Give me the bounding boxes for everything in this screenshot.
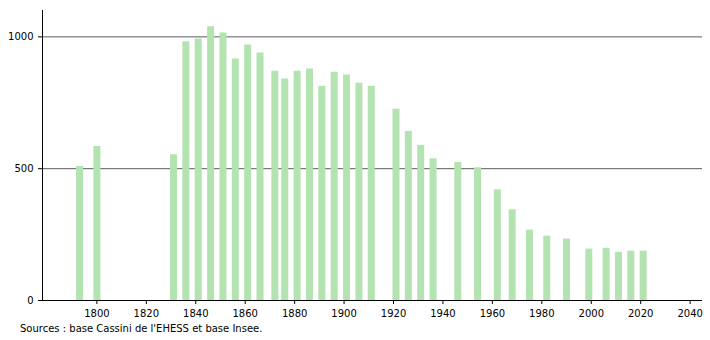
svg-text:1000: 1000: [8, 31, 33, 42]
svg-text:2020: 2020: [628, 308, 653, 319]
svg-text:1940: 1940: [430, 308, 455, 319]
svg-text:1880: 1880: [282, 308, 307, 319]
svg-text:1860: 1860: [232, 308, 257, 319]
svg-text:1820: 1820: [134, 308, 159, 319]
svg-text:1980: 1980: [529, 308, 554, 319]
svg-text:0: 0: [27, 295, 33, 306]
svg-text:500: 500: [14, 163, 33, 174]
svg-text:2040: 2040: [677, 308, 702, 319]
html-text:Sources : base Cassini de l'EH: Sources : base Cassini de l'EHESS et bas…: [20, 323, 263, 334]
svg-text:1800: 1800: [84, 308, 109, 319]
svg-text:1900: 1900: [331, 308, 356, 319]
svg-text:1840: 1840: [183, 308, 208, 319]
svg-text:1920: 1920: [381, 308, 406, 319]
svg-text:2000: 2000: [579, 308, 604, 319]
svg-text:1960: 1960: [480, 308, 505, 319]
